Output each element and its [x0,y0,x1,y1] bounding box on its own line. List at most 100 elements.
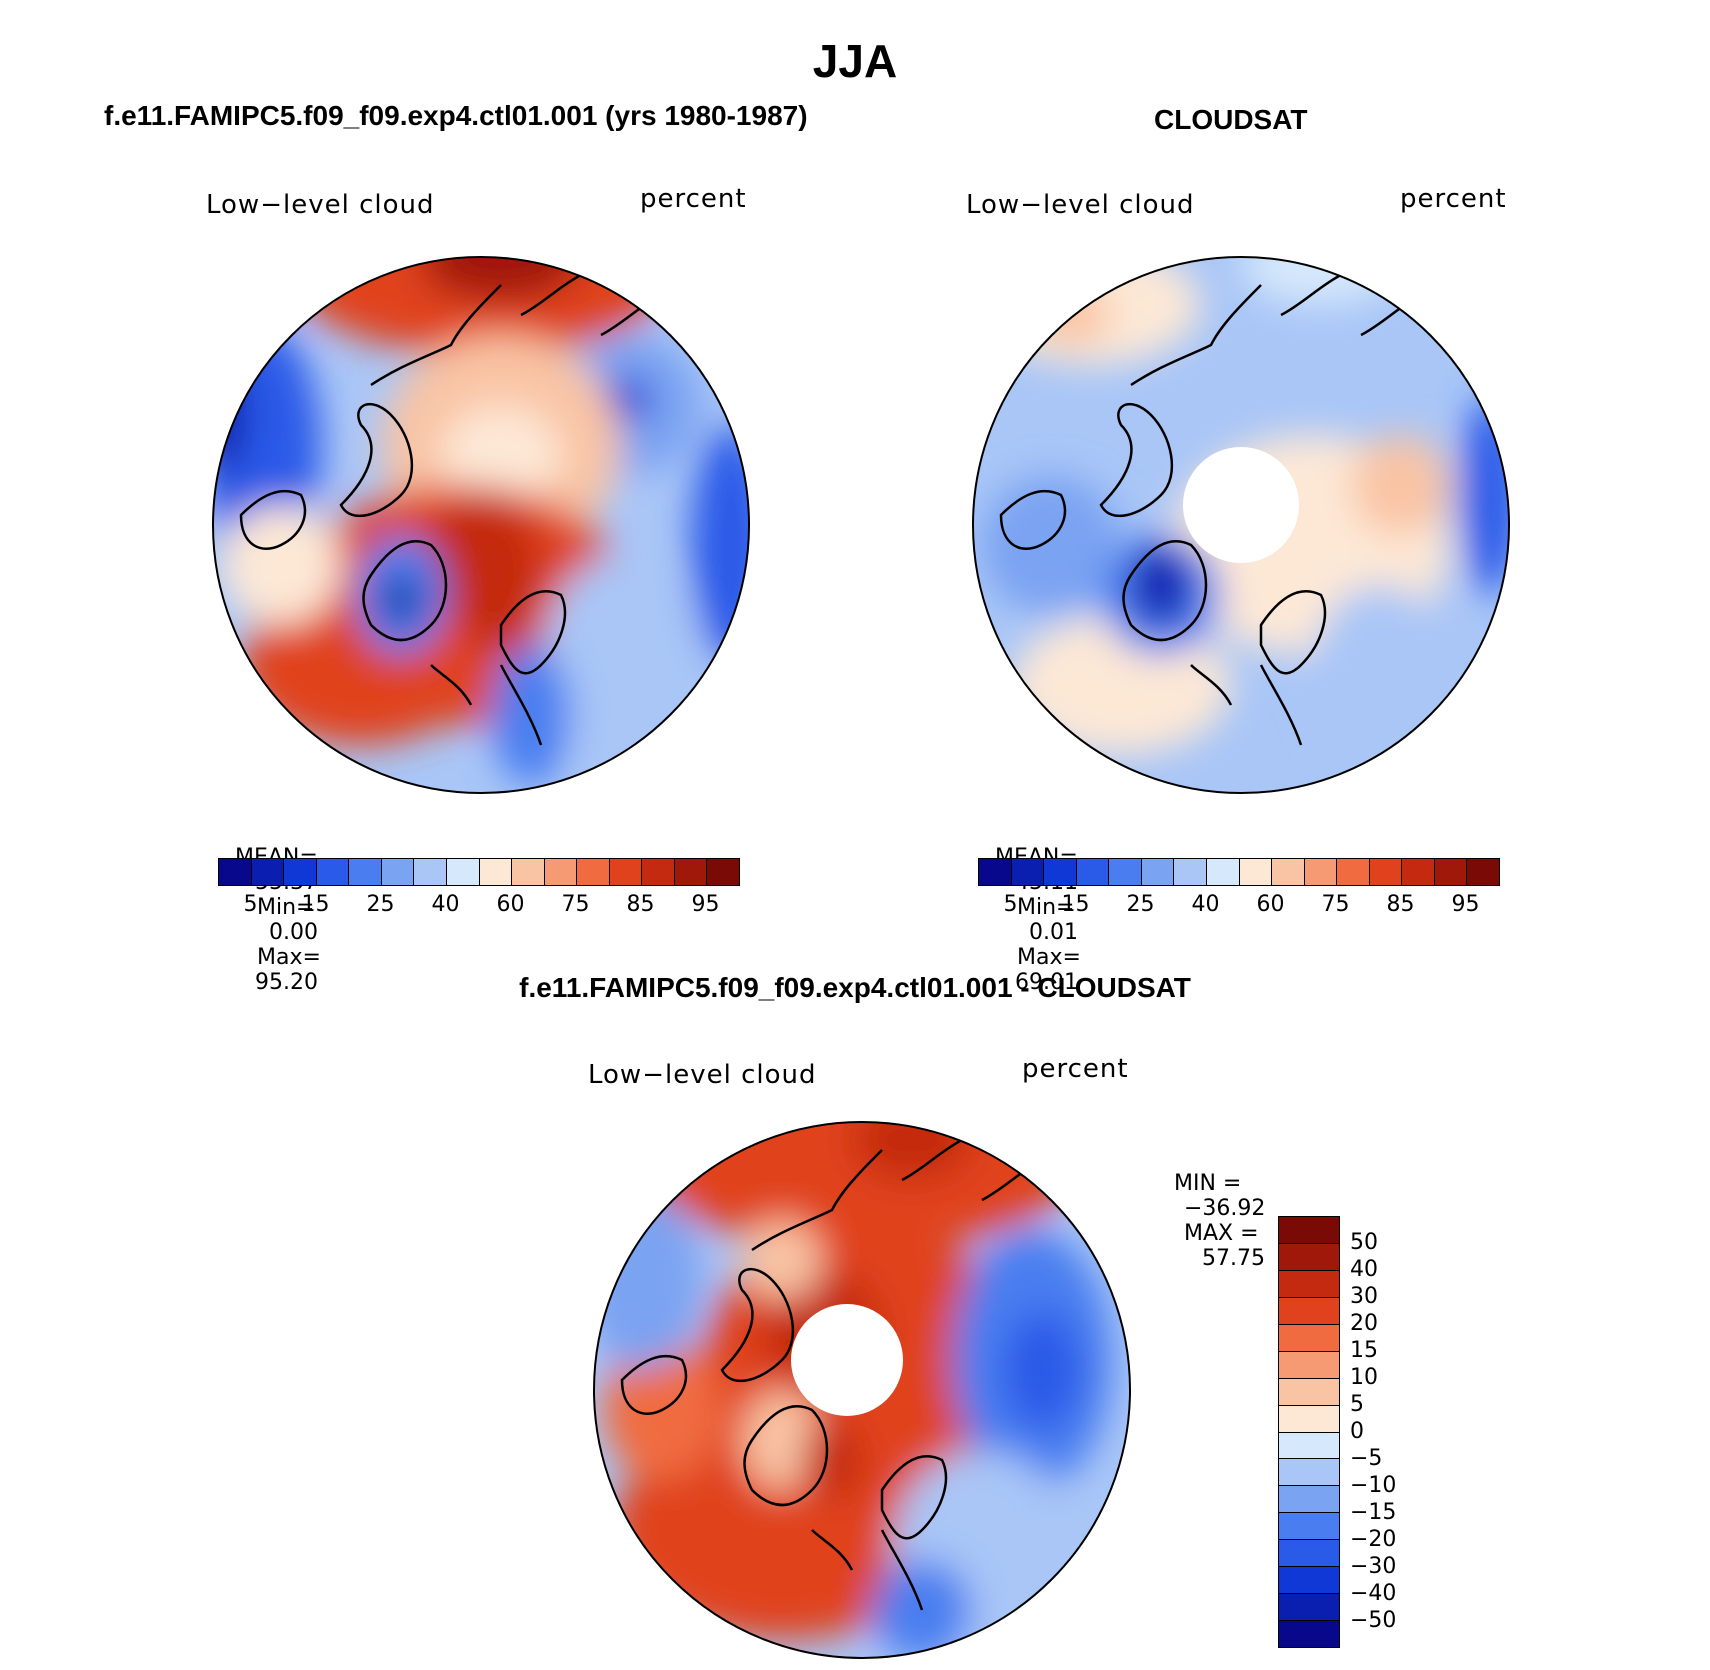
colorbar-tick-label: −20 [1350,1527,1397,1552]
colorbar-segment [1279,1269,1339,1297]
colorbar-segment [608,859,642,885]
colorbar-tick-label: 60 [496,892,525,917]
colorbar-segment [1279,1539,1339,1567]
colorbar-segment [979,859,1011,885]
colorbar-tick-label: 15 [1350,1338,1378,1363]
colorbar-segment [576,859,609,885]
panel-1-max-value: 95.20 [255,970,318,995]
colorbar-segment [1140,859,1174,885]
colorbar-segment [413,859,446,885]
colorbar-tick-label: 15 [301,892,330,917]
panel-3-title: f.e11.FAMIPC5.f09_f09.exp4.ctl01.001 - C… [519,972,1191,1003]
colorbar-segment [283,859,316,885]
colorbar-tick-label: 50 [1350,1230,1378,1255]
colorbar-segment [445,859,479,885]
colorbar-tick-label: 75 [1321,892,1350,917]
panel-1-title: f.e11.FAMIPC5.f09_f09.exp4.ctl01.001 (yr… [104,100,808,131]
colorbar-segment [511,859,544,885]
colorbar-segment [1205,859,1239,885]
colorbar-segment [1401,859,1434,885]
panel-3-max-label: MAX = [1184,1221,1259,1246]
colorbar-segment [1303,859,1337,885]
colorbar-tick-label: 15 [1061,892,1090,917]
colorbar-segment [1279,1296,1339,1324]
colorbar-segment [1279,1593,1339,1621]
colorbar-tick-label: 5 [243,892,258,917]
colorbar-tick-label: 25 [1126,892,1155,917]
colorbar-segment [1043,859,1076,885]
colorbar-segment [1173,859,1206,885]
colorbar-tick-label: 85 [1386,892,1415,917]
colorbar-tick-label: −50 [1350,1608,1397,1633]
colorbar-segment [250,859,284,885]
colorbar-segment [1238,859,1272,885]
panel-1-colorbar [218,858,740,886]
colorbar-segment [1336,859,1369,885]
panel-3-stats: MIN = −36.92 MAX = 57.75 [1160,1146,1265,1271]
colorbar-segment [1279,1458,1339,1486]
colorbar-segment [1279,1485,1339,1513]
colorbar-tick-label: 75 [561,892,590,917]
colorbar-tick-label: 40 [1191,892,1220,917]
panel-1-max-label: Max= [257,945,321,970]
colorbar-segment [219,859,251,885]
panel-2-title: CLOUDSAT [1154,104,1308,135]
colorbar-tick-label: 5 [1350,1392,1364,1417]
panel-2-max-value: 69.01 [1015,970,1078,995]
panel-3-map [593,1121,1131,1659]
panel-1-stats: MEAN= 55.37 Min= 0.00 Max= 95.20 [221,820,741,995]
colorbar-tick-label: 85 [626,892,655,917]
colorbar-segment [1010,859,1044,885]
colorbar-segment [1279,1323,1339,1351]
colorbar-segment [706,859,739,885]
panel-3-max-value: 57.75 [1202,1246,1265,1271]
panel-2-units-label: percent [1400,184,1507,214]
colorbar-tick-label: −5 [1350,1446,1383,1471]
colorbar-segment [1279,1242,1339,1270]
panel-3-units-label: percent [1022,1054,1129,1084]
colorbar-segment [1279,1350,1339,1378]
colorbar-tick-label: −10 [1350,1473,1397,1498]
colorbar-tick-label: 0 [1350,1419,1364,1444]
panel-1-map [212,256,750,794]
colorbar-tick-label: 95 [1451,892,1480,917]
panel-2-min-value: 0.01 [1029,920,1078,945]
colorbar-segment [641,859,674,885]
colorbar-segment [1433,859,1467,885]
colorbar-tick-label: −15 [1350,1500,1397,1525]
colorbar-segment [1075,859,1109,885]
panel-3-variable-label: Low−level cloud [588,1060,817,1090]
colorbar-tick-label: −30 [1350,1554,1397,1579]
colorbar-tick-label: −40 [1350,1581,1397,1606]
colorbar-tick-label: 40 [1350,1257,1378,1282]
panel-1-units-label: percent [640,184,747,214]
colorbar-segment [1279,1512,1339,1540]
panel-1-colorbar-ticks: 5 15 25 40 60 75 85 95 [218,892,738,922]
colorbar-segment [380,859,414,885]
colorbar-segment [315,859,349,885]
colorbar-tick-label: 40 [431,892,460,917]
colorbar-tick-label: 30 [1350,1284,1378,1309]
colorbar-segment [1279,1217,1339,1243]
colorbar-segment [1279,1404,1339,1432]
colorbar-tick-label: 95 [691,892,720,917]
colorbar-tick-label: 20 [1350,1311,1378,1336]
colorbar-tick-label: 5 [1003,892,1018,917]
panel-3-colorbar-ticks: 50 40 30 20 15 10 5 0 −5 −10 −15 −20 −30 −40 −50 [1350,1216,1430,1648]
colorbar-segment [1271,859,1304,885]
panel-2-max-label: Max= [1017,945,1081,970]
colorbar-segment [543,859,577,885]
colorbar-tick-label: 60 [1256,892,1285,917]
panel-2-map [972,256,1510,794]
colorbar-segment [478,859,512,885]
panel-1-min-label: Min= [257,895,315,920]
panel-2-stats: MEAN= 45.11 Min= 0.01 Max= 69.01 [981,820,1501,995]
colorbar-segment [348,859,381,885]
panel-1-min-value: 0.00 [269,920,318,945]
panel-1-variable-label: Low−level cloud [206,190,435,220]
colorbar-segment [1368,859,1402,885]
colorbar-segment [673,859,707,885]
colorbar-tick-label: 10 [1350,1365,1378,1390]
colorbar-segment [1279,1566,1339,1594]
panel-3-min-label: MIN = [1174,1171,1242,1196]
